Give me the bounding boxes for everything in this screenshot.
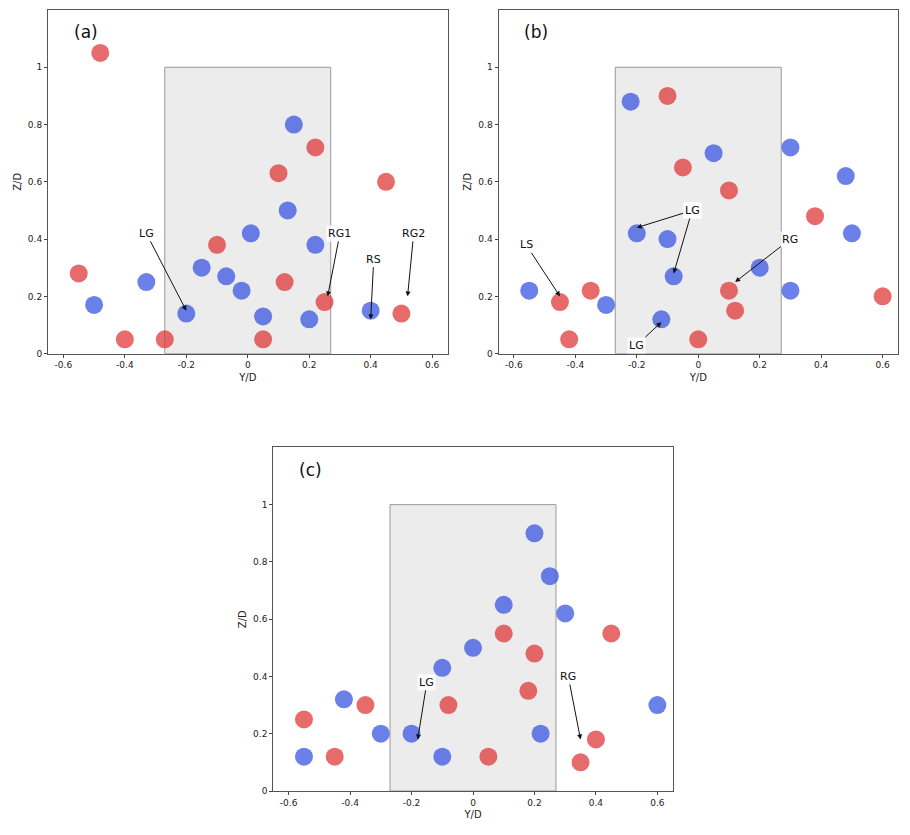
svg-text:-0.4: -0.4 xyxy=(567,360,585,370)
svg-text:0: 0 xyxy=(245,360,251,370)
svg-text:RG1: RG1 xyxy=(328,227,351,240)
svg-text:-0.2: -0.2 xyxy=(403,798,421,808)
svg-text:Y/D: Y/D xyxy=(463,809,481,820)
svg-text:1: 1 xyxy=(262,500,268,510)
svg-text:(b): (b) xyxy=(524,22,548,42)
svg-text:-0.2: -0.2 xyxy=(178,360,196,370)
svg-text:0: 0 xyxy=(262,786,268,796)
svg-text:0: 0 xyxy=(695,360,701,370)
svg-text:0.2: 0.2 xyxy=(478,292,492,302)
svg-text:RG: RG xyxy=(782,233,798,246)
svg-text:RS: RS xyxy=(366,253,381,266)
svg-text:0.4: 0.4 xyxy=(28,234,43,244)
svg-text:LG: LG xyxy=(685,204,700,217)
svg-text:0.8: 0.8 xyxy=(253,557,268,567)
svg-text:0.6: 0.6 xyxy=(875,360,890,370)
svg-text:-0.4: -0.4 xyxy=(116,360,134,370)
svg-text:0.8: 0.8 xyxy=(28,120,43,130)
svg-text:Z/D: Z/D xyxy=(462,173,473,191)
svg-text:LG: LG xyxy=(629,339,644,352)
svg-text:Y/D: Y/D xyxy=(238,372,256,383)
svg-text:0.6: 0.6 xyxy=(425,360,440,370)
svg-text:0.2: 0.2 xyxy=(302,360,316,370)
svg-text:Z/D: Z/D xyxy=(237,610,248,628)
svg-text:0.4: 0.4 xyxy=(364,360,379,370)
svg-text:0.4: 0.4 xyxy=(253,672,268,682)
svg-text:0.2: 0.2 xyxy=(527,798,541,808)
svg-text:0.6: 0.6 xyxy=(650,798,665,808)
svg-text:0.6: 0.6 xyxy=(28,177,43,187)
svg-text:0.2: 0.2 xyxy=(753,360,767,370)
svg-text:0: 0 xyxy=(487,349,493,359)
svg-text:-0.6: -0.6 xyxy=(55,360,73,370)
svg-text:LS: LS xyxy=(520,238,533,251)
svg-text:LG: LG xyxy=(139,227,154,240)
svg-text:0: 0 xyxy=(470,798,476,808)
svg-text:-0.6: -0.6 xyxy=(280,798,298,808)
svg-text:0.8: 0.8 xyxy=(478,120,493,130)
svg-text:(a): (a) xyxy=(74,22,98,42)
svg-text:(c): (c) xyxy=(299,460,322,480)
svg-text:0.4: 0.4 xyxy=(814,360,829,370)
svg-text:LG: LG xyxy=(685,204,700,217)
svg-text:-0.4: -0.4 xyxy=(341,798,359,808)
svg-text:LG: LG xyxy=(419,676,434,689)
svg-text:0.2: 0.2 xyxy=(28,292,42,302)
svg-text:RG: RG xyxy=(560,670,576,683)
svg-text:0.6: 0.6 xyxy=(478,177,493,187)
svg-text:0.4: 0.4 xyxy=(589,798,604,808)
svg-text:0.4: 0.4 xyxy=(478,234,493,244)
svg-text:-0.2: -0.2 xyxy=(628,360,646,370)
svg-text:0.6: 0.6 xyxy=(253,614,268,624)
svg-text:RG2: RG2 xyxy=(402,227,425,240)
svg-text:-0.6: -0.6 xyxy=(505,360,523,370)
svg-text:1: 1 xyxy=(36,62,42,72)
svg-text:1: 1 xyxy=(487,62,493,72)
svg-text:0.2: 0.2 xyxy=(253,729,267,739)
svg-text:Z/D: Z/D xyxy=(12,173,23,191)
svg-text:0: 0 xyxy=(36,349,42,359)
svg-text:Y/D: Y/D xyxy=(689,372,707,383)
